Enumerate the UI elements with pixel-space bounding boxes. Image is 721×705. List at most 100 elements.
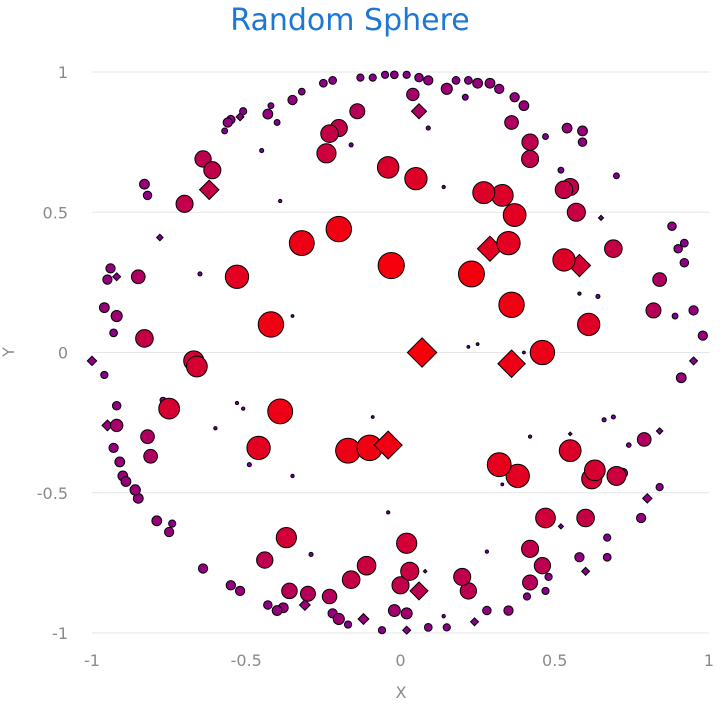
data-point-circle (518, 100, 530, 112)
data-point-circle (442, 623, 451, 632)
data-point-circle (110, 309, 123, 323)
data-point-circle (522, 350, 526, 355)
data-point-circle (425, 125, 431, 131)
data-point-circle (163, 526, 175, 538)
chart-title: Random Sphere (230, 3, 469, 38)
data-point-diamond (410, 103, 428, 120)
data-point-circle (595, 293, 601, 299)
data-point-circle (472, 181, 496, 205)
data-point-circle (370, 415, 375, 419)
data-point-circle (287, 94, 298, 106)
data-point-circle (521, 539, 540, 558)
data-point-circle (484, 77, 496, 89)
data-point-circle (453, 567, 472, 586)
data-point-circle (406, 87, 420, 102)
data-point-circle (386, 510, 391, 515)
data-point-circle (645, 302, 662, 319)
data-point-circle (139, 178, 150, 190)
x-tick-label: 1 (704, 651, 714, 670)
data-point-circle (673, 243, 683, 254)
data-point-circle (574, 552, 585, 563)
y-tick-label: 0.5 (43, 203, 68, 222)
data-point-circle (341, 570, 361, 590)
data-point-circle (610, 414, 616, 420)
data-point-circle (542, 133, 549, 140)
y-tick-label: -0.5 (37, 484, 68, 503)
x-axis-title: X (396, 683, 407, 702)
data-point-circle (348, 142, 354, 148)
data-point-circle (472, 77, 484, 89)
data-point-circle (130, 269, 146, 285)
data-point-diamond (235, 112, 245, 122)
data-point-circle (509, 92, 520, 103)
data-point-circle (544, 572, 553, 582)
data-point-diamond (655, 427, 664, 435)
data-point-circle (288, 230, 315, 257)
data-point-circle (521, 149, 540, 168)
data-point-diamond (198, 179, 220, 201)
data-point-circle (396, 532, 418, 554)
data-point-circle (464, 76, 473, 85)
data-point-circle (262, 108, 274, 120)
data-point-circle (577, 125, 588, 137)
data-point-circle (349, 103, 366, 120)
data-point-circle (423, 623, 433, 632)
y-tick-label: 1 (58, 63, 68, 82)
data-point-diamond (580, 566, 591, 576)
data-point-circle (267, 102, 275, 110)
data-point-circle (158, 397, 180, 420)
data-point-diamond (402, 625, 412, 635)
data-point-circle (356, 555, 377, 576)
data-point-circle (404, 166, 428, 191)
data-point-circle (257, 311, 285, 338)
data-point-circle (239, 107, 248, 116)
y-axis-ticks: -1 -0.5 0 0.5 1 (37, 63, 68, 643)
data-point-circle (697, 330, 708, 341)
x-tick-label: -1 (84, 651, 100, 670)
data-point-circle (451, 76, 461, 85)
data-point-circle (389, 70, 399, 80)
data-point-circle (457, 260, 485, 288)
data-point-circle (328, 76, 337, 85)
data-point-diamond (497, 349, 526, 379)
data-point-circle (577, 291, 582, 296)
data-point-circle (441, 184, 446, 190)
data-point-diamond (641, 492, 653, 504)
data-point-circle (221, 127, 229, 135)
data-point-circle (111, 401, 122, 411)
data-point-circle (613, 172, 620, 180)
data-point-circle (142, 190, 153, 201)
data-point-circle (529, 339, 556, 366)
data-point-circle (541, 586, 550, 596)
data-point-circle (290, 473, 295, 479)
data-point-circle (186, 355, 208, 378)
data-point-circle (667, 221, 677, 232)
data-point-circle (636, 432, 652, 447)
data-point-circle (109, 418, 124, 433)
data-point-circle (143, 448, 158, 464)
data-point-circle (246, 462, 252, 468)
data-point-circle (281, 582, 298, 600)
data-point-circle (267, 398, 294, 425)
data-point-circle (625, 442, 632, 448)
data-point-circle (319, 78, 328, 88)
data-point-circle (102, 274, 113, 285)
data-point-circle (356, 73, 365, 82)
data-point-circle (440, 82, 453, 95)
data-point-circle (486, 452, 512, 478)
data-point-circle (604, 239, 623, 259)
data-point-circle (679, 238, 689, 248)
data-point-circle (522, 574, 539, 591)
data-point-circle (278, 198, 283, 204)
data-point-circle (602, 552, 612, 562)
data-point-circle (256, 551, 274, 569)
data-point-diamond (86, 355, 98, 367)
data-points (86, 70, 708, 635)
data-point-circle (533, 557, 552, 575)
data-point-circle (246, 435, 271, 461)
data-point-circle (316, 143, 337, 164)
data-point-circle (505, 463, 530, 489)
data-point-circle (603, 533, 612, 542)
data-point-circle (675, 372, 687, 384)
x-axis-ticks: -1 -0.5 0 0.5 1 (84, 651, 714, 670)
